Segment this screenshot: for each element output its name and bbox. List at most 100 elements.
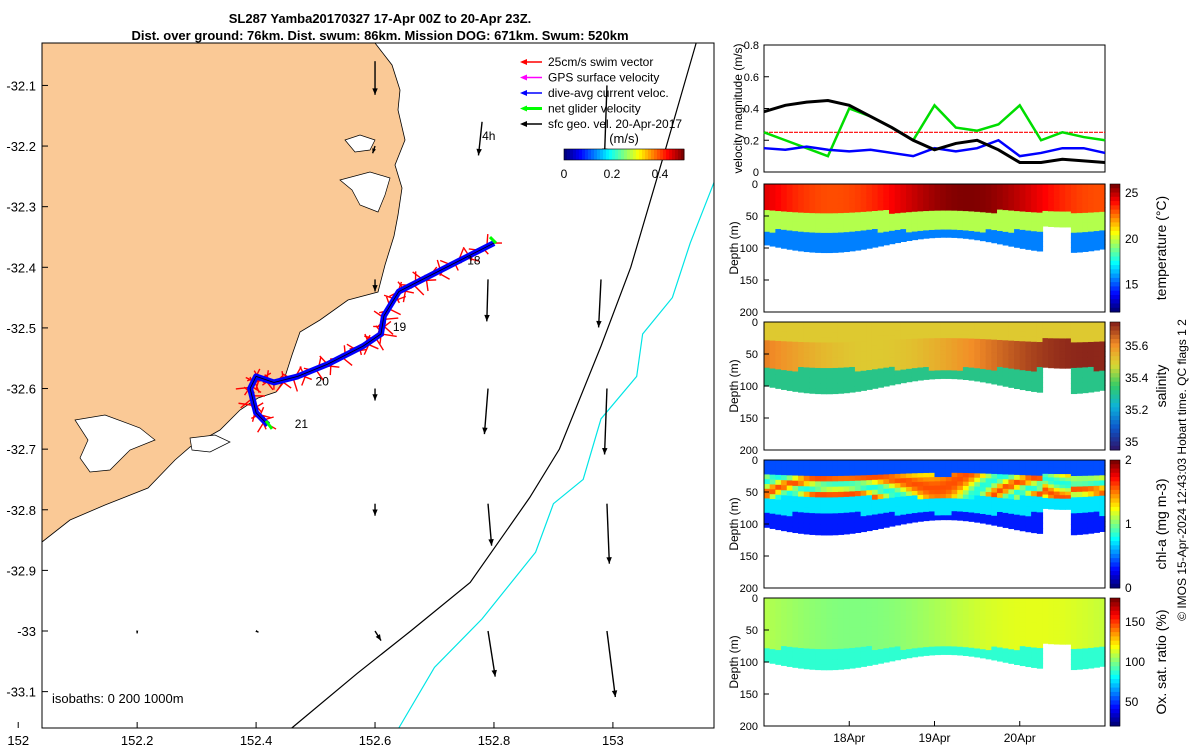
heatmap-cell (945, 622, 953, 627)
heatmap-cell (1008, 649, 1015, 655)
heatmap-cell (764, 616, 771, 622)
heatmap-cell (786, 475, 794, 482)
heatmap-cell (997, 226, 1004, 232)
heatmap-cell (1065, 502, 1072, 507)
heatmap-cell (1099, 602, 1106, 609)
heatmap-ytick-label: 200 (740, 721, 758, 733)
heatmap-cell (792, 617, 799, 624)
heatmap-colorbar-segment (1110, 691, 1120, 697)
heatmap-cell (985, 473, 992, 479)
heatmap-cell (1093, 490, 1100, 497)
heatmap-cell (798, 342, 805, 348)
heatmap-cell (1002, 349, 1009, 355)
heatmap-cell (843, 512, 850, 519)
heatmap-cell (1093, 496, 1100, 502)
heatmap-cell (764, 652, 771, 659)
heatmap-cell (991, 322, 998, 328)
heatmap-cell (1048, 187, 1055, 191)
heatmap-cell (1048, 202, 1055, 206)
geo-velocity-arrowhead (375, 634, 382, 641)
heatmap-cell (1065, 477, 1072, 482)
heatmap-cell (798, 663, 805, 669)
heatmap-cell (764, 358, 771, 364)
heatmap-cell (1076, 352, 1083, 359)
heatmap-cell (968, 477, 975, 483)
heatmap-cell (1019, 631, 1027, 638)
heatmap-cell (809, 529, 816, 535)
heatmap-cell (911, 517, 919, 523)
heatmap-cell (979, 232, 987, 238)
heatmap-cell (843, 198, 850, 204)
heatmap-cell (849, 326, 856, 333)
heatmap-cell (1031, 336, 1038, 343)
heatmap-cell (928, 650, 936, 656)
heatmap-cell (1093, 465, 1100, 471)
heatmap-cell (877, 228, 884, 234)
heatmap-cell (775, 607, 782, 613)
heatmap-cell (866, 660, 873, 666)
heatmap-cell (991, 375, 998, 381)
colorbar-tick-label: 0.2 (604, 167, 621, 181)
heatmap-cell (957, 490, 964, 495)
heatmap-cell (957, 502, 964, 508)
heatmap-cell (860, 211, 867, 218)
heatmap-colorbar-segment (1110, 420, 1120, 425)
heatmap-cell (906, 473, 913, 479)
heatmap-cell (1002, 634, 1009, 640)
heatmap-cell (826, 193, 833, 200)
heatmap-cell (826, 465, 833, 472)
heatmap-cell (877, 503, 884, 510)
heatmap-cell (769, 464, 776, 471)
heatmap-cell (1008, 499, 1015, 505)
heatmap-cell (906, 518, 913, 524)
heatmap-cell (775, 383, 782, 389)
heatmap-cell (769, 368, 776, 374)
heatmap-colorbar-segment (1110, 636, 1120, 642)
heatmap-cell (1019, 475, 1027, 481)
heatmap-cell (1014, 350, 1021, 356)
heatmap-cell (940, 468, 947, 474)
heatmap-cell (775, 355, 782, 361)
heatmap-cell (1048, 214, 1055, 218)
heatmap-cell (1008, 192, 1015, 198)
heatmap-cell (979, 326, 987, 332)
heatmap-cell (917, 602, 924, 607)
heatmap-cell (820, 203, 828, 210)
heatmap-cell (877, 523, 884, 529)
heatmap-cell (997, 598, 1004, 604)
heatmap-cell (1042, 466, 1049, 471)
heatmap-cell (883, 214, 890, 220)
heatmap-cell (997, 633, 1004, 640)
heatmap-cell (1070, 628, 1078, 635)
heatmap-cell (832, 518, 839, 525)
heatmap-cell (906, 192, 913, 197)
heatmap-cell (968, 195, 975, 201)
heatmap-cell (1076, 362, 1083, 369)
heatmap-cell (1002, 602, 1009, 608)
heatmap-cell (1031, 652, 1038, 659)
heatmap-cell (1087, 212, 1095, 218)
heatmap-cell (1065, 322, 1072, 326)
heatmap-cell (934, 322, 941, 327)
heatmap-cell (792, 642, 799, 649)
map-ytick-label: -33.1 (6, 685, 36, 700)
heatmap-cell (923, 643, 930, 648)
heatmap-cell (809, 664, 816, 670)
heatmap-cell (991, 460, 998, 466)
heatmap-cell (775, 224, 782, 230)
heatmap-colorbar-segment (1110, 460, 1120, 465)
heatmap-cell (786, 637, 794, 643)
heatmap-cell (1070, 367, 1078, 374)
heatmap-cell (951, 362, 958, 368)
heatmap-cell (798, 491, 805, 498)
heatmap-cell (764, 508, 771, 514)
heatmap-colorbar-segment (1110, 494, 1120, 499)
heatmap-cell (781, 197, 788, 203)
heatmap-cell (934, 622, 941, 627)
heatmap-cell (940, 229, 947, 234)
heatmap-cell (1082, 387, 1089, 394)
heatmap-cell (849, 460, 856, 466)
heatmap-cell (1082, 382, 1089, 389)
heatmap-cell (1053, 354, 1061, 359)
heatmap-cell (860, 225, 867, 232)
